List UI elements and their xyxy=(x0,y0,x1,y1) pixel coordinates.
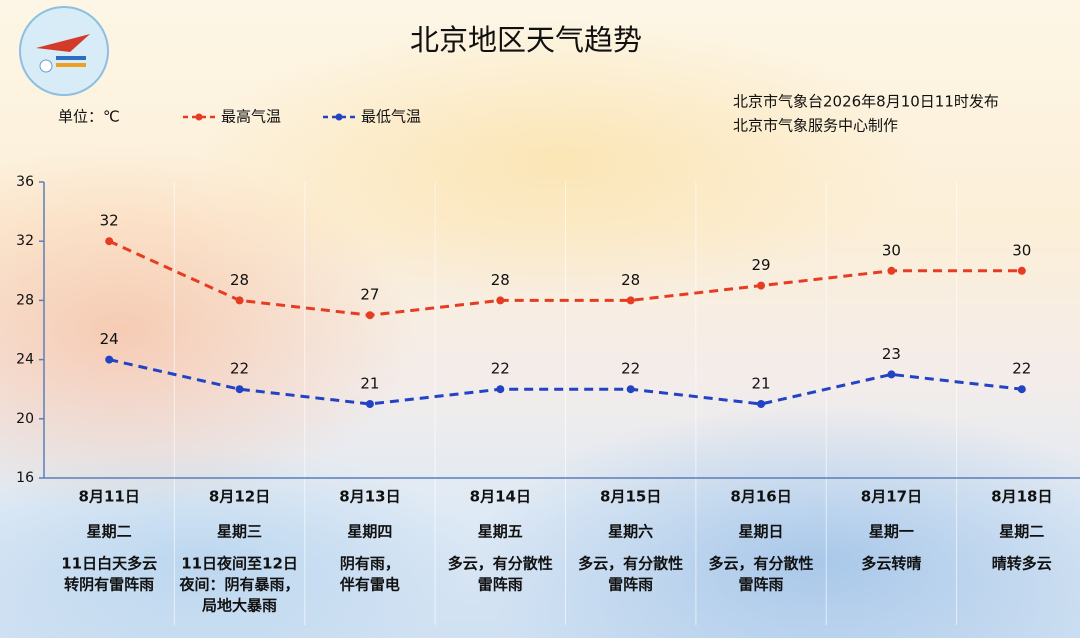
logo-shape xyxy=(56,56,86,60)
logo-shape xyxy=(36,34,90,52)
data-point xyxy=(105,237,114,246)
weekday-label: 星期六 xyxy=(608,523,653,541)
data-point xyxy=(1017,266,1026,275)
source-line: 北京市气象台2026年8月10日11时发布 xyxy=(733,93,999,111)
data-label: 29 xyxy=(752,256,771,274)
data-point xyxy=(105,355,114,364)
data-label: 28 xyxy=(491,271,510,289)
data-label: 21 xyxy=(360,375,379,393)
x-tick-label: 8月18日 xyxy=(991,488,1052,506)
y-tick-label: 20 xyxy=(16,411,34,427)
y-tick-label: 28 xyxy=(16,292,34,308)
data-point xyxy=(496,296,505,305)
chart-title: 北京地区天气趋势 xyxy=(410,23,642,57)
weekday-label: 星期一 xyxy=(869,523,914,541)
weather-description: 阴有雨， xyxy=(340,555,400,573)
data-label: 23 xyxy=(882,345,901,363)
weather-description: 晴转多云 xyxy=(992,555,1052,573)
weather-description: 雷阵雨 xyxy=(478,576,523,594)
data-point xyxy=(887,370,896,379)
data-label: 28 xyxy=(230,271,249,289)
legend-label: 最低气温 xyxy=(361,108,421,126)
data-point xyxy=(757,281,766,290)
source-line: 北京市气象服务中心制作 xyxy=(733,117,898,135)
weather-description: 11日白天多云 xyxy=(61,555,157,573)
logo xyxy=(19,6,109,96)
weather-description: 局地大暴雨 xyxy=(201,597,277,615)
legend-label: 最高气温 xyxy=(221,108,281,126)
data-label: 24 xyxy=(100,330,119,348)
weather-description: 多云，有分散性 xyxy=(578,555,683,573)
data-label: 28 xyxy=(621,271,640,289)
weather-description: 雷阵雨 xyxy=(608,576,653,594)
series-line xyxy=(108,239,1022,317)
weather-description: 转阴有雷阵雨 xyxy=(64,576,154,594)
data-label: 30 xyxy=(1012,241,1031,259)
logo-shape xyxy=(39,59,53,73)
weather-description: 多云转晴 xyxy=(861,555,921,573)
legend-swatch xyxy=(335,113,343,121)
weekday-label: 星期四 xyxy=(347,523,392,541)
y-tick-label: 36 xyxy=(16,174,34,190)
data-point xyxy=(365,400,374,408)
data-label: 27 xyxy=(360,286,379,304)
unit-label: 单位：℃ xyxy=(58,108,120,126)
data-label: 22 xyxy=(1012,360,1031,378)
weather-description: 11日夜间至12日 xyxy=(181,555,298,573)
x-tick-label: 8月11日 xyxy=(79,488,140,506)
data-label: 22 xyxy=(621,360,640,378)
data-point xyxy=(1017,385,1026,394)
data-point xyxy=(235,296,244,305)
data-label: 30 xyxy=(882,241,901,259)
x-tick-label: 8月17日 xyxy=(861,488,922,506)
legend-swatch xyxy=(195,113,203,121)
weather-description: 雷阵雨 xyxy=(739,576,784,594)
y-tick-label: 24 xyxy=(16,352,34,368)
logo-shape xyxy=(56,63,86,67)
x-tick-label: 8月14日 xyxy=(470,488,531,506)
weekday-label: 星期三 xyxy=(217,523,262,541)
weekday-label: 星期日 xyxy=(739,523,784,541)
data-point xyxy=(887,266,896,275)
series-line xyxy=(108,358,1022,406)
data-label: 22 xyxy=(230,360,249,378)
weekday-label: 星期五 xyxy=(478,523,523,541)
x-tick-label: 8月15日 xyxy=(600,488,661,506)
weather-description: 夜间：阴有暴雨， xyxy=(179,576,300,594)
data-label: 21 xyxy=(752,375,771,393)
data-label: 32 xyxy=(100,212,119,230)
data-point xyxy=(365,311,374,320)
y-tick-label: 32 xyxy=(16,233,34,249)
data-point xyxy=(626,296,635,305)
weather-description: 伴有雷电 xyxy=(339,576,400,594)
x-tick-label: 8月13日 xyxy=(339,488,400,506)
data-label: 22 xyxy=(491,360,510,378)
y-tick-label: 16 xyxy=(16,470,34,486)
weather-description: 多云，有分散性 xyxy=(709,555,814,573)
weather-description: 多云，有分散性 xyxy=(448,555,553,573)
data-point xyxy=(235,385,244,394)
data-point xyxy=(626,385,635,394)
x-tick-label: 8月12日 xyxy=(209,488,270,506)
x-tick-label: 8月16日 xyxy=(730,488,791,506)
data-point xyxy=(757,400,766,408)
weekday-label: 星期二 xyxy=(999,523,1044,541)
data-point xyxy=(496,385,505,394)
weekday-label: 星期二 xyxy=(87,523,132,541)
